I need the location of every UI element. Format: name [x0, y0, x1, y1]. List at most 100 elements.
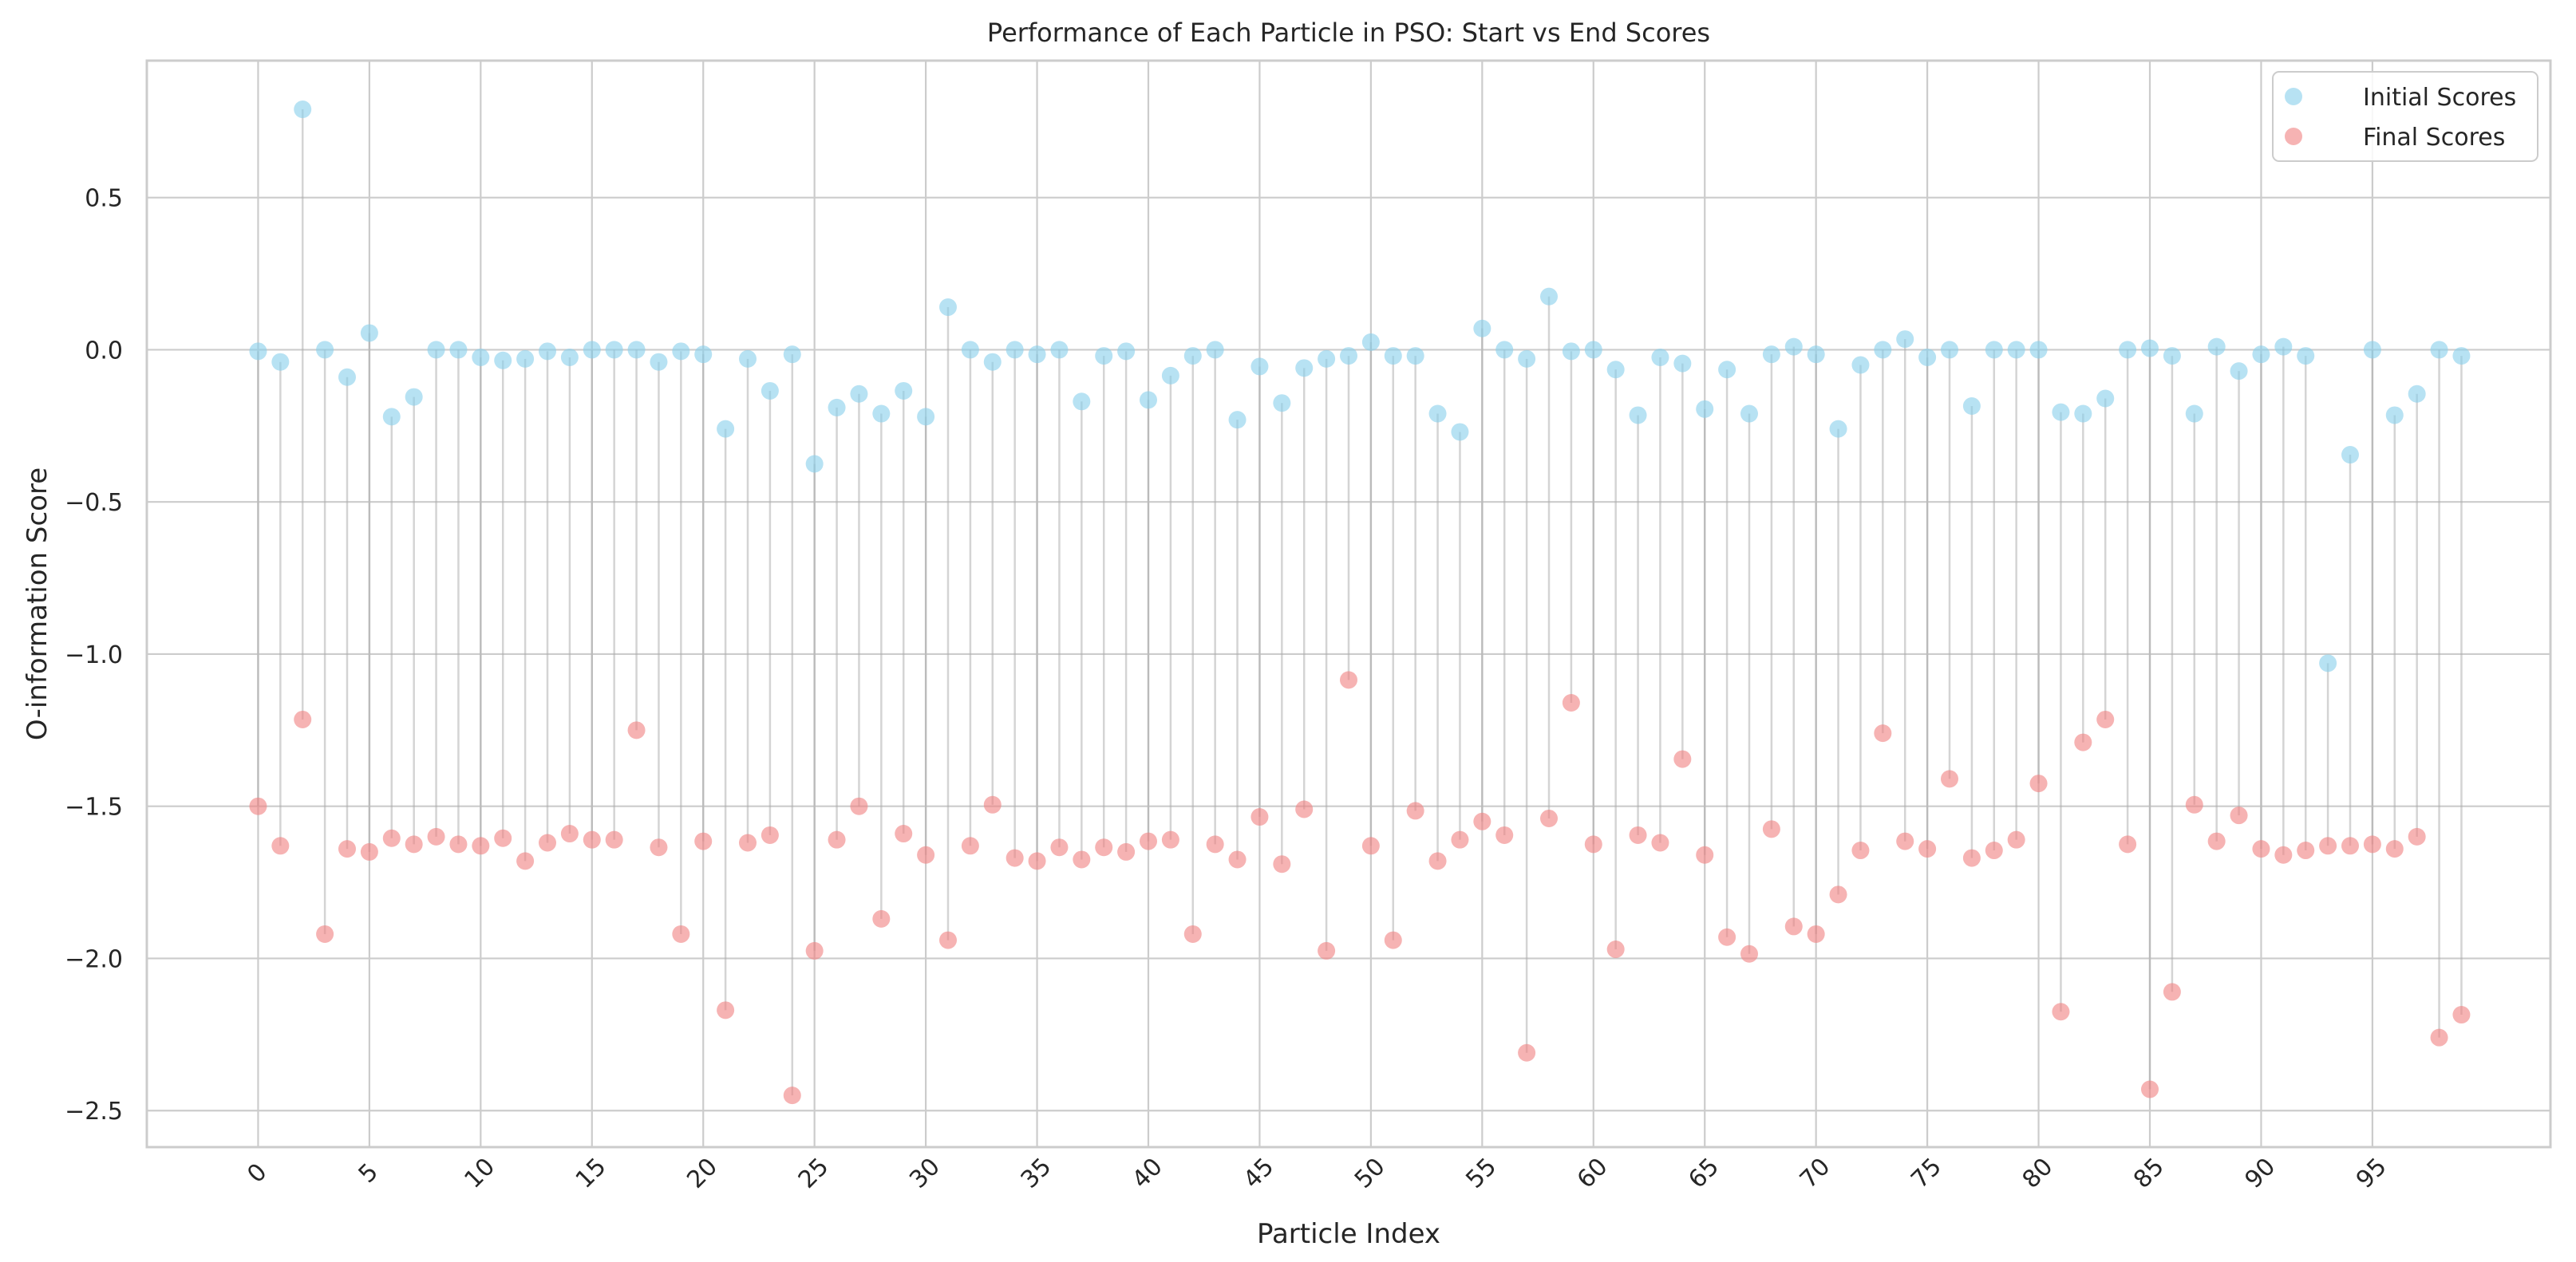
final-score-point [1206, 835, 1224, 854]
final-score-point [1340, 671, 1357, 689]
final-score-point [1985, 842, 2003, 860]
initial-score-point [539, 342, 556, 361]
initial-score-point [872, 404, 891, 423]
final-score-point [360, 842, 378, 861]
initial-score-point [1006, 341, 1024, 359]
initial-score-point [271, 353, 290, 371]
initial-score-point [1807, 345, 1825, 364]
legend-initial-label: Initial Scores [2363, 84, 2516, 112]
final-score-point [1874, 724, 1892, 743]
initial-score-point [2363, 341, 2381, 359]
initial-score-point [1851, 356, 1870, 374]
initial-score-point [2252, 345, 2270, 364]
final-score-point [761, 826, 779, 844]
final-scores-points [249, 671, 2471, 1105]
final-score-point [449, 835, 468, 854]
y-tick-label: −1.0 [65, 641, 123, 669]
initial-score-point [1451, 423, 1469, 441]
final-score-point [717, 1001, 735, 1019]
initial-score-point [1518, 349, 1536, 368]
initial-score-point [405, 388, 423, 406]
final-score-point [294, 710, 312, 728]
initial-score-point [1540, 287, 1558, 306]
final-score-point [961, 837, 979, 855]
final-score-point [1140, 832, 1157, 850]
initial-score-point [338, 368, 356, 386]
final-score-point [2319, 837, 2337, 855]
initial-score-point [1140, 391, 1157, 409]
final-score-point [939, 931, 957, 949]
initial-score-point [761, 381, 779, 400]
final-score-point [2207, 832, 2226, 850]
initial-score-point [1962, 397, 1981, 416]
final-score-point [1606, 941, 1625, 959]
initial-score-point [1384, 347, 1402, 365]
final-score-point [783, 1087, 801, 1105]
initial-score-point [1295, 359, 1314, 377]
initial-score-point [1495, 341, 1514, 359]
initial-score-point [449, 341, 468, 359]
initial-score-point [961, 341, 979, 359]
initial-score-point [939, 298, 957, 317]
initial-score-point [1361, 333, 1380, 351]
final-score-point [828, 830, 846, 849]
final-score-point [382, 829, 401, 847]
initial-score-point [1896, 330, 1914, 349]
initial-score-point [717, 420, 735, 438]
initial-score-point [1028, 345, 1046, 364]
final-score-point [271, 837, 290, 855]
final-score-point [2385, 840, 2404, 858]
final-score-point [2430, 1028, 2448, 1047]
final-score-point [338, 840, 356, 858]
initial-score-point [516, 349, 535, 368]
initial-score-point [2074, 404, 2092, 423]
legend-frame [2272, 71, 2538, 162]
initial-score-point [427, 341, 445, 359]
final-score-point [2029, 775, 2048, 793]
final-score-point [983, 795, 1002, 814]
initial-score-point [2230, 362, 2248, 381]
initial-score-point [1206, 341, 1224, 359]
legend-initial-marker [2285, 88, 2302, 105]
final-score-point [1962, 849, 1981, 867]
final-score-point [1295, 800, 1314, 818]
final-score-point [560, 825, 579, 843]
final-score-point [2185, 795, 2203, 814]
final-score-point [2141, 1080, 2159, 1098]
initial-score-point [1562, 342, 1580, 361]
final-score-point [516, 852, 535, 870]
final-score-point [2163, 983, 2181, 1001]
initial-score-point [1183, 347, 1202, 365]
final-score-point [805, 941, 824, 960]
initial-score-point [2029, 341, 2048, 359]
final-score-point [872, 909, 891, 928]
final-score-point [472, 837, 490, 855]
initial-scores-points [249, 101, 2471, 672]
initial-score-point [1340, 347, 1357, 365]
final-score-point [405, 835, 423, 854]
initial-score-point [2096, 389, 2115, 408]
final-score-point [1095, 838, 1113, 857]
initial-score-point [2207, 337, 2226, 356]
initial-score-point [895, 381, 913, 400]
final-score-point [605, 830, 623, 849]
final-score-point [2074, 733, 2092, 751]
initial-score-point [360, 324, 378, 342]
final-score-point [1473, 812, 1491, 830]
final-score-point [1518, 1043, 1536, 1062]
initial-score-point [2319, 654, 2337, 672]
connector-lines [257, 109, 2463, 1096]
initial-score-point [805, 455, 824, 473]
final-score-point [1629, 826, 1647, 844]
legend-final-marker [2285, 128, 2302, 145]
final-score-point [1028, 852, 1046, 870]
final-score-point [1562, 693, 1580, 712]
final-score-point [1273, 855, 1291, 874]
initial-score-point [2274, 337, 2293, 356]
initial-score-point [2163, 347, 2181, 365]
y-tick-label: 0.0 [85, 337, 123, 365]
initial-score-point [1874, 341, 1892, 359]
initial-score-point [472, 348, 490, 366]
final-score-point [1161, 830, 1179, 849]
